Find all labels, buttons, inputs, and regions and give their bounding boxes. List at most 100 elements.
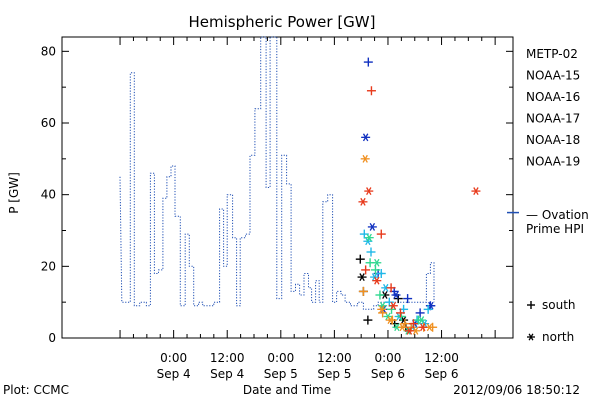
legend-item-noaa-17: NOAA-17 [526, 112, 580, 126]
legend-item-noaa-16: NOAA-16 [526, 90, 580, 104]
marker-noaa-19-north [418, 323, 428, 332]
legend-item-noaa-19: NOAA-19 [526, 155, 580, 169]
star-d2 [360, 197, 366, 206]
marker-noaa-17-north [364, 233, 374, 242]
x-tick-label-time: 0:00 [267, 351, 294, 365]
star-d2 [366, 187, 372, 196]
star-d2 [362, 133, 369, 142]
marker-noaa-19-north [388, 301, 398, 310]
marker-noaa-17-south [370, 265, 380, 275]
marker-noaa-18-south [358, 286, 368, 296]
marker-noaa-15-south [415, 308, 425, 318]
marker-noaa-19-south [361, 265, 371, 275]
star-d2 [399, 323, 405, 332]
star-d2 [369, 222, 376, 231]
y-axis-ticks: 0 20 40 60 80 [41, 44, 513, 345]
star-d2 [412, 326, 419, 335]
marker-noaa-17-north [372, 258, 382, 267]
legend-item-noaa-15: NOAA-15 [526, 69, 580, 83]
marker-noaa-17-south [375, 290, 385, 300]
star-d2 [394, 323, 400, 332]
x-axis-ticks: 0:00 Sep 4 12:00 Sep 4 0:00 Sep 5 12:00 Sep 5 0:… [119, 37, 496, 381]
marker-noaa-17-north [416, 316, 426, 325]
x-tick-label-date: Sep 6 [371, 367, 405, 381]
marker-noaa-18-north [385, 316, 395, 325]
marker-noaa-15-north [391, 291, 401, 299]
star-d2 [383, 283, 389, 292]
legend-item-noaa-18: NOAA-18 [526, 133, 580, 147]
legend-item-metp-02: METP-02 [526, 47, 578, 61]
satellite-markers [355, 57, 481, 335]
chart-title: Hemispheric Power [GW] [189, 13, 376, 31]
ovation-prime-hpi-line [119, 36, 435, 310]
star-d2 [428, 301, 434, 310]
y-tick-label: 60 [41, 116, 56, 130]
ovation-series [119, 36, 435, 310]
marker-noaa-18-north [377, 305, 387, 314]
x-axis-label: Date and Time [243, 383, 331, 397]
marker-noaa-16-south [376, 269, 386, 278]
star-d2 [418, 316, 425, 325]
star-d2 [390, 301, 397, 310]
marker-key-symbol-south [527, 301, 535, 309]
marker-metp-02-north [357, 273, 367, 282]
marker-noaa-19-south [376, 229, 386, 239]
plot-credit: Plot: CCMC [3, 383, 69, 397]
y-tick-label: 40 [41, 188, 56, 202]
y-tick-label: 80 [41, 44, 56, 58]
marker-noaa-19-north [364, 187, 374, 196]
marker-metp-02-south [355, 254, 365, 264]
marker-noaa-19-south [386, 283, 396, 293]
x-tick-label-time: 0:00 [160, 351, 187, 365]
marker-noaa-15-south [363, 57, 373, 67]
y-axis-label: P [GW] [7, 172, 21, 214]
marker-noaa-19-south [408, 319, 418, 329]
star-d2 [420, 323, 426, 332]
plot-timestamp: 2012/09/06 18:50:12 [453, 383, 580, 397]
marker-key-label-south: south [542, 298, 576, 312]
x-tick-label-date: Sep 5 [264, 367, 298, 381]
marker-noaa-19-south [395, 308, 405, 318]
legend-ovation-line1: — Ovation [526, 208, 589, 222]
star-d2 [387, 316, 393, 325]
star-d2 [400, 316, 407, 325]
marker-key-label-north: north [542, 330, 574, 344]
star-d2 [382, 291, 388, 299]
star-d2 [473, 187, 479, 196]
marker-noaa-16-south [423, 304, 433, 314]
marker-noaa-16-south [366, 247, 376, 257]
marker-noaa-18-north [360, 154, 370, 163]
star-d2 [359, 273, 365, 282]
x-tick-label-time: 0:00 [374, 351, 401, 365]
y-tick-label: 20 [41, 259, 56, 273]
x-tick-label-date: Sep 5 [317, 367, 351, 381]
star-d2 [393, 291, 399, 299]
x-tick-label-date: Sep 4 [210, 367, 244, 381]
x-tick-label-date: Sep 6 [425, 367, 459, 381]
x-tick-label-time: 12:00 [424, 351, 459, 365]
star-d2 [371, 273, 378, 282]
marker-noaa-19-north [372, 276, 382, 285]
marker-key-symbol-north [527, 333, 535, 341]
x-tick-label-time: 12:00 [210, 351, 245, 365]
star-d2 [362, 154, 368, 163]
x-tick-label-time: 12:00 [317, 351, 352, 365]
marker-noaa-19-north [471, 187, 481, 196]
marker-noaa-19-north [404, 326, 414, 335]
legend-ovation-line2: Prime HPI [526, 222, 584, 236]
plot-frame [61, 36, 514, 339]
marker-noaa-15-north [367, 222, 377, 231]
marker-noaa-15-south [403, 294, 413, 304]
star-d2 [385, 312, 391, 321]
marker-noaa-19-north [358, 197, 368, 206]
star-d2 [374, 276, 380, 285]
star-d2 [528, 333, 534, 341]
marker-noaa-19-south [366, 86, 376, 96]
star-d2 [366, 233, 372, 242]
star-d2 [426, 323, 433, 332]
marker-noaa-15-north [361, 133, 371, 142]
star-d2 [406, 326, 413, 335]
marker-metp-02-south [363, 315, 373, 325]
star-d2 [374, 258, 380, 267]
